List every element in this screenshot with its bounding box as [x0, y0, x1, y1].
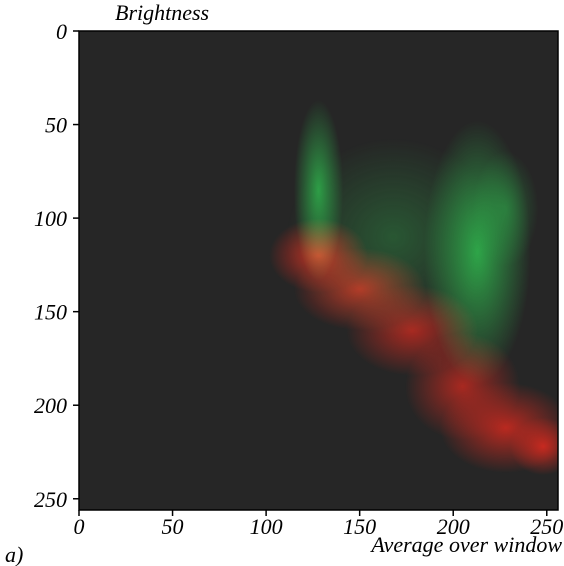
x-tick-label: 50 — [162, 514, 184, 539]
heatmap-density-layer — [269, 99, 558, 476]
x-tick-label: 0 — [74, 514, 85, 539]
y-tick-label: 100 — [34, 206, 67, 231]
y-tick-label: 250 — [34, 487, 67, 512]
heatmap-series-1 — [269, 218, 558, 476]
y-axis: 0 50 100 150 200 250 — [34, 19, 79, 512]
y-tick-label: 0 — [56, 19, 67, 44]
x-tick-label: 200 — [437, 514, 470, 539]
x-tick-label: 100 — [250, 514, 283, 539]
x-axis-label: Average over window — [369, 532, 562, 557]
x-tick-label: 150 — [343, 514, 376, 539]
y-tick-label: 150 — [34, 300, 67, 325]
density-blob — [510, 417, 558, 476]
y-axis-label: Brightness — [115, 0, 209, 25]
y-tick-label: 50 — [45, 113, 67, 138]
density-blob — [472, 151, 539, 267]
y-tick-label: 200 — [34, 393, 67, 418]
plot-frame — [78, 30, 559, 511]
x-tick-label: 250 — [530, 514, 563, 539]
panel-label: a) — [5, 542, 23, 566]
x-axis: 0 50 100 150 200 250 — [74, 510, 563, 539]
